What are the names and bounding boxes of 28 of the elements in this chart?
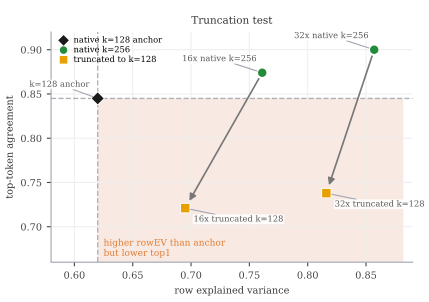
x-axis-title: row explained variance (174, 286, 289, 296)
y-tick-label: 0.90 (21, 46, 42, 54)
annotation: 16x native k=256 (183, 54, 256, 62)
legend-label: native k=128 anchor (74, 36, 162, 43)
point (90, 91, 105, 106)
legend-label: native k=256 (74, 46, 130, 52)
annotation: 32x native k=256 (294, 32, 368, 38)
x-tick-label: 0.80 (298, 271, 318, 279)
annotation: 32x truncated k=128 (335, 200, 424, 207)
x-tick-label: 0.70 (180, 271, 202, 279)
y-tick-label: 0.70 (21, 223, 42, 231)
annotation: k=128 anchor (30, 80, 90, 87)
point (257, 68, 268, 78)
x-tick-label: 0.60 (64, 271, 85, 279)
y-tick-label: 0.75 (21, 178, 42, 186)
x-tick-label: 0.85 (356, 271, 376, 279)
chart-title: Truncation test (191, 16, 272, 24)
point (369, 44, 380, 55)
point (180, 203, 190, 214)
x-tick-label: 0.65 (122, 271, 143, 279)
band-label: higher rowEV than anchor but lower top1 (104, 238, 226, 258)
legend-label: truncated to k=128 (74, 56, 156, 62)
point (321, 188, 332, 198)
annotation: 16x truncated k=128 (194, 215, 283, 222)
x-tick-label: 0.75 (239, 271, 260, 279)
y-tick-label: 0.85 (21, 90, 42, 98)
y-axis-title: top-token agreement (5, 95, 15, 198)
y-tick-label: 0.80 (21, 134, 42, 142)
